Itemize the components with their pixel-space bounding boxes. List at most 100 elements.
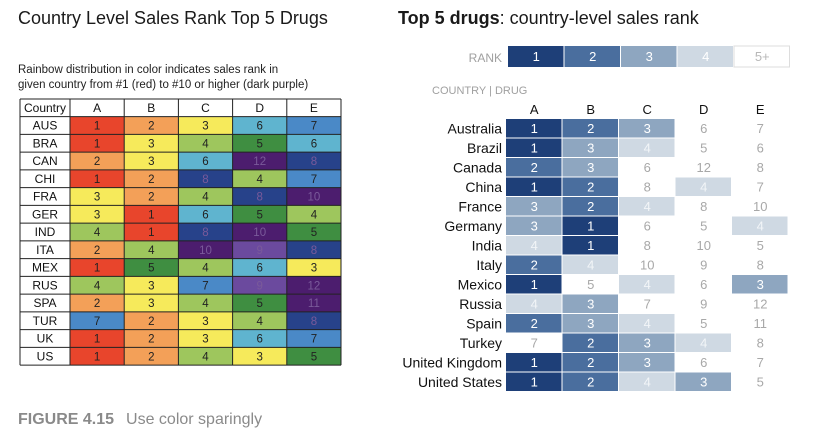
rank-cell [124,223,179,241]
heatmap-cell-value: 1 [531,141,538,156]
heatmap-cell [675,158,731,177]
rank-cell [232,134,287,153]
heatmap-cell-value: 2 [587,336,594,351]
rank-cell-value: 4 [202,298,209,310]
heatmap-cell [675,314,731,333]
rank-cell [178,205,233,224]
legend-swatch [733,45,790,68]
heatmap-cell [562,236,618,255]
heatmap-cell [732,197,788,216]
country-drug-axis-label: COUNTRY | DRUG [432,85,527,97]
heatmap-cell [732,119,788,138]
rank-cell-value: 2 [94,156,100,168]
rank-cell-value: 8 [256,192,262,204]
heatmap-cell-value: 3 [587,160,594,175]
heatmap-cell-value: 2 [531,316,538,331]
rank-cell [286,294,341,312]
table-corner-header: Country [24,101,66,115]
rank-cell [232,152,287,170]
rank-cell [70,152,125,170]
rank-legend: RANK 1 2 3 4 5+ [469,45,790,68]
figure-caption-text: Use color sparingly [126,411,262,428]
rank-cell-value: 3 [94,209,100,221]
rank-cell [286,311,341,330]
rank-cell-value: 12 [253,156,266,168]
table-row-label: US [37,349,54,363]
left-subtitle-line: given country from #1 (red) to #10 or hi… [18,79,308,91]
heatmap-cell-value: 10 [640,258,654,273]
rank-cell-value: 1 [94,351,100,363]
heatmap-cell [675,275,731,294]
rank-cell [70,329,125,348]
heatmap-row-label: Brazil [467,140,502,156]
heatmap-cell-value: 6 [700,121,707,136]
rank-cell-value: 4 [256,316,263,328]
heatmap-cell-value: 7 [757,355,764,370]
heatmap-row-label: China [465,179,502,195]
rank-cell [124,116,179,135]
heatmap-cell-value: 7 [757,121,764,136]
heatmap-cell [675,119,731,138]
heatmap-cell-value: 3 [757,277,764,292]
rank-cell [286,116,341,135]
heatmap-cell [506,236,562,255]
heatmap-cell [619,255,675,274]
rank-cell-value: 3 [148,138,154,150]
heatmap-row-label: Russia [459,296,502,312]
rank-cell [178,116,233,135]
rank-cell [70,116,125,135]
rank-cell [178,294,233,312]
rank-cell-value: 7 [311,121,317,133]
heatmap-cell-value: 6 [700,355,707,370]
rank-cell-value: 1 [148,209,154,221]
rank-cell [286,187,341,206]
rank-cell-value: 3 [202,334,208,346]
heatmap-cell-value: 3 [644,121,651,136]
legend-swatch [621,46,677,67]
table-row-label: CAN [32,154,57,168]
heatmap-cell [619,216,675,235]
rank-cell-value: 7 [311,334,317,346]
rank-cell-value: 8 [311,156,317,168]
rank-cell [286,276,341,295]
heatmap-cell-value: 8 [757,258,764,273]
heatmap-cell-value: 7 [757,180,764,195]
heatmap-row-label: United Kingdom [402,355,502,371]
heatmap-cell [562,353,618,372]
heatmap-cell [562,158,618,177]
rank-cell [70,169,125,188]
left-subtitle-line: Rainbow distribution in color indicates … [18,64,278,76]
heatmap-column-header: E [756,102,765,117]
legend-label: 3 [646,49,653,64]
rank-cell-value: 1 [94,334,100,346]
heatmap-row-label: United States [418,374,502,390]
legend-label: 5+ [755,49,770,64]
rank-cell-value: 10 [199,245,212,257]
heatmap-cell-value: 4 [700,336,707,351]
heatmap-row-label: India [472,238,503,254]
rank-cell [232,258,287,277]
heatmap-cell [732,138,788,157]
heatmap-cell [732,333,788,352]
table-header-row [20,99,341,117]
left-chart-title: Country Level Sales Rank Top 5 Drugs [18,8,328,28]
rank-cell [124,276,179,295]
rank-cell-value: 4 [94,227,101,239]
rank-cell [178,223,233,241]
rank-cell-value: 3 [202,121,208,133]
legend-title: RANK [469,51,502,65]
rank-cell-value: 1 [94,121,100,133]
heatmap-cell-value: 1 [531,355,538,370]
heatmap-cell-value: 5 [700,219,707,234]
heatmap-row-label: Mexico [458,277,503,293]
heatmap-cell [506,333,562,352]
rank-cell-value: 8 [311,316,317,328]
rank-cell-value: 3 [256,351,262,363]
rank-cell [178,347,233,366]
heatmap-cell [506,158,562,177]
heatmap-column-header: D [699,102,708,117]
heatmap-row-label: Australia [448,121,503,137]
heatmap-cell [675,333,731,352]
